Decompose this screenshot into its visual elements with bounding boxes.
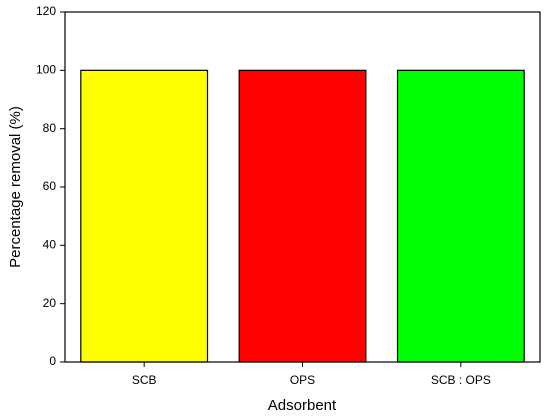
- y-tick-label: 20: [43, 296, 57, 310]
- bar: [238, 69, 367, 363]
- bar: [396, 69, 525, 363]
- x-tick-label: SCB: [132, 373, 157, 387]
- y-axis-label: Percentage removal (%): [7, 106, 24, 268]
- y-tick-label: 80: [43, 121, 57, 135]
- x-axis-label: Adsorbent: [268, 397, 337, 414]
- y-tick-label: 40: [43, 238, 57, 252]
- bar: [80, 69, 209, 363]
- x-tick-label: SCB : OPS: [431, 373, 491, 387]
- y-tick-label: 0: [49, 354, 56, 368]
- x-tick-label: OPS: [290, 373, 315, 387]
- y-tick-label: 60: [43, 179, 57, 193]
- y-tick-label: 100: [36, 63, 56, 77]
- y-tick-label: 120: [36, 4, 56, 18]
